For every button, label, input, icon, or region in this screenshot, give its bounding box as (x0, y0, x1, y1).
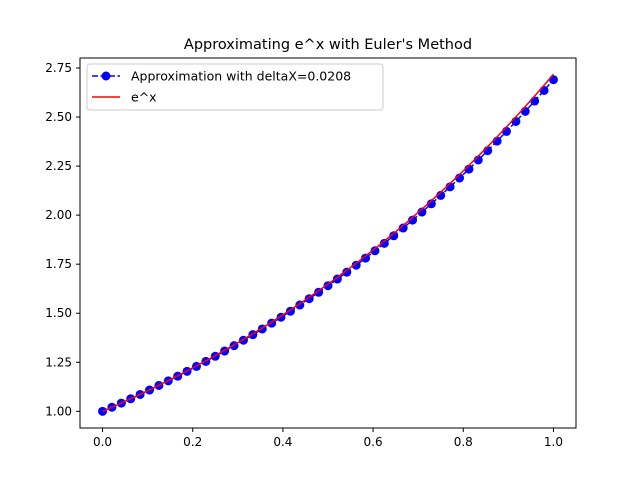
x-tick-label: 1.0 (544, 435, 563, 449)
y-tick-label: 2.25 (45, 159, 72, 173)
legend-box (86, 63, 384, 111)
data-point-approximation (361, 253, 371, 263)
y-axis: 1.00 1.25 1.50 1.75 2.00 2.25 2.50 2.75 (45, 61, 80, 418)
data-point-approximation (436, 190, 446, 200)
data-point-approximation (417, 207, 427, 217)
x-tick-label: 0.2 (183, 435, 202, 449)
data-point-approximation (511, 116, 521, 126)
x-axis: 0.0 0.2 0.4 0.6 0.8 1.0 (93, 428, 563, 449)
x-tick-label: 0.6 (364, 435, 383, 449)
y-tick-label: 1.25 (45, 355, 72, 369)
data-point-approximation (370, 246, 380, 256)
data-point-approximation (408, 215, 418, 225)
y-tick-label: 1.75 (45, 257, 72, 271)
data-point-approximation (351, 260, 361, 270)
data-point-approximation (332, 274, 342, 284)
legend-label-approximation: Approximation with deltaX=0.0208 (131, 69, 351, 84)
legend-marker-approximation (101, 71, 111, 81)
plot-area (98, 73, 558, 416)
y-tick-label: 1.00 (45, 404, 72, 418)
y-tick-label: 1.50 (45, 306, 72, 320)
x-tick-label: 0.8 (454, 435, 473, 449)
data-point-approximation (530, 96, 540, 106)
y-tick-label: 2.75 (45, 61, 72, 75)
data-point-approximation (539, 85, 549, 95)
data-point-approximation (426, 199, 436, 209)
x-tick-label: 0.4 (273, 435, 292, 449)
data-point-approximation (398, 223, 408, 233)
y-tick-label: 2.50 (45, 110, 72, 124)
y-tick-label: 2.00 (45, 208, 72, 222)
data-point-approximation (520, 106, 530, 116)
legend-label-exp: e^x (131, 90, 157, 105)
axes-frame (79, 57, 577, 429)
x-tick-label: 0.0 (93, 435, 112, 449)
data-point-approximation (548, 75, 558, 85)
data-point-approximation (389, 231, 399, 241)
chart-title: Approximating e^x with Euler's Method (184, 37, 472, 53)
data-point-approximation (342, 267, 352, 277)
legend: Approximation with deltaX=0.0208 e^x (86, 63, 384, 111)
series-line-exp (102, 73, 555, 413)
data-point-approximation (379, 238, 389, 248)
data-point-approximation (323, 281, 333, 291)
